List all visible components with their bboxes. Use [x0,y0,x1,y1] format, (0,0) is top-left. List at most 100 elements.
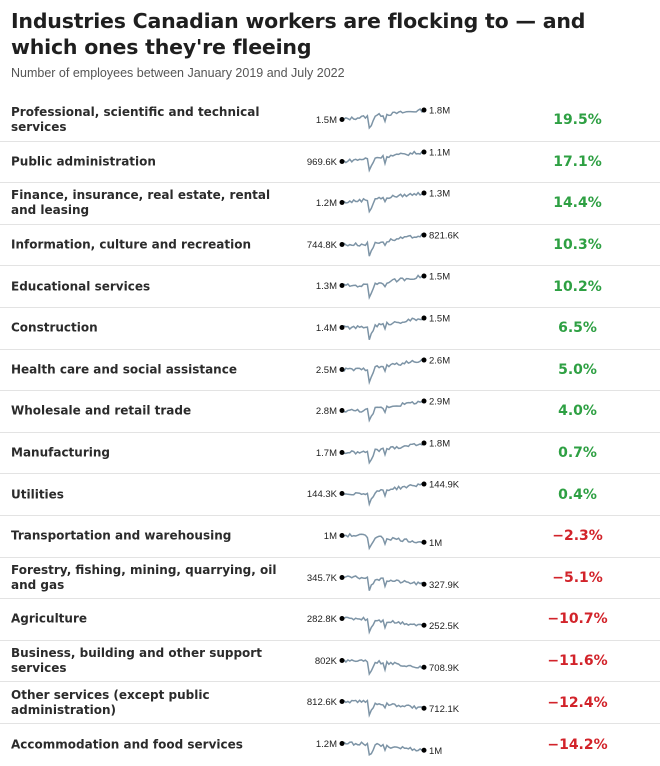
sparkline: 812.6K 712.1K [307,697,460,719]
percent-change: −12.4% [547,694,608,711]
series-line [341,483,425,508]
start-point [339,366,345,372]
start-value-label: 1.4M [316,323,337,334]
sparkline: 969.6K 1.1M [307,147,450,173]
percent-change: −2.3% [552,528,603,545]
start-point [339,657,345,663]
industry-row: Professional, scientific and technical s… [0,100,660,142]
start-value-label: 744.8K [307,240,338,251]
end-value-label: 2.9M [429,397,450,408]
industry-row: Agriculture 282.8K 252.5K −10.7% [0,599,660,641]
industry-label: Utilities [11,487,64,502]
end-point [421,315,427,321]
sparkline: 282.8K 252.5K [307,614,460,635]
sparkline: 744.8K 821.6K [307,230,460,257]
start-value-label: 144.3K [307,489,338,500]
start-value-label: 2.8M [316,406,337,417]
start-point [339,158,345,164]
end-value-label: 1.5M [429,272,450,283]
industry-row: Accommodation and food services 1.2M 1M −14… [0,724,660,766]
series-line [341,532,425,551]
start-point [339,241,345,247]
sparkline: 1.7M 1.8M [316,438,450,465]
start-point [339,616,345,622]
end-value-label: 144.9K [429,480,460,491]
percent-change: 4.0% [558,403,597,420]
industry-label: Wholesale and retail trade [11,403,192,418]
start-point [339,200,345,206]
industry-label: Public administration [11,154,156,169]
sparkline: 1.4M 1.5M [316,314,450,340]
end-value-label: 1M [429,746,442,757]
industry-label: Other services (except public administra… [11,687,210,717]
percent-change: −10.7% [547,611,608,628]
series-line [341,616,425,635]
start-point [339,532,345,538]
end-point [421,357,427,363]
end-point [421,107,427,113]
industry-label: Agriculture [11,611,88,626]
end-point [421,440,427,446]
series-line [341,317,425,340]
industry-label: Accommodation and food services [11,737,243,752]
end-point [421,539,427,545]
end-value-label: 1.3M [429,189,450,200]
start-value-label: 345.7K [307,573,338,584]
series-line [341,358,425,385]
industry-row: Construction 1.4M 1.5M 6.5% [0,308,660,350]
series-line [341,274,425,301]
end-point [421,622,427,628]
start-value-label: 1M [324,531,337,542]
industry-row: Manufacturing 1.7M 1.8M 0.7% [0,433,660,475]
end-point [421,190,427,196]
percent-change: 0.7% [558,445,597,462]
sparkline: 144.3K 144.9K [307,480,460,508]
sparkline: 802K 708.9K [315,656,460,676]
percent-change: −11.6% [547,653,608,670]
industry-label: Transportation and warehousing [11,528,232,543]
sparkline: 2.8M 2.9M [316,397,450,423]
percent-change: 19.5% [553,112,602,129]
industry-row: Finance, insurance, real estate, rental … [0,183,660,225]
industry-row: Transportation and warehousing 1M 1M −2.3% [0,516,660,558]
start-value-label: 969.6K [307,157,338,168]
industry-label: Educational services [11,279,151,294]
start-value-label: 1.2M [316,739,337,750]
start-point [339,283,345,289]
end-point [421,747,427,753]
start-point [339,491,345,497]
end-value-label: 1M [429,538,442,549]
start-value-label: 1.5M [316,115,337,126]
start-value-label: 2.5M [316,365,337,376]
industry-rows: Professional, scientific and technical s… [0,100,660,766]
end-value-label: 821.6K [429,230,460,241]
industry-label: Forestry, fishing, mining, quarrying, oi… [11,562,277,592]
end-value-label: 1.8M [429,106,450,117]
end-point [421,232,427,238]
start-point [339,574,345,580]
series-line [341,191,425,214]
chart-title: Industries Canadian workers are flocking… [11,9,586,59]
start-point [339,740,345,746]
industry-row: Business, building and other support ser… [0,641,660,683]
start-value-label: 1.2M [316,198,337,209]
sparkline: 1M 1M [324,531,442,551]
start-point [339,699,345,705]
sparkline: 1.2M 1M [316,739,442,757]
industry-label: Professional, scientific and technical s… [11,105,260,135]
start-value-label: 1.3M [316,281,337,292]
percent-change: 17.1% [553,153,602,170]
industry-label: Finance, insurance, real estate, rental … [11,188,271,218]
industry-row: Forestry, fishing, mining, quarrying, oi… [0,558,660,600]
series-line [341,400,425,423]
industry-row: Health care and social assistance 2.5M 2.6… [0,350,660,392]
end-value-label: 708.9K [429,662,460,673]
end-point [421,149,427,155]
percent-change: 10.3% [553,237,602,254]
series-line [341,150,425,173]
series-line [341,699,425,719]
start-point [339,449,345,455]
sparkline: 1.5M 1.8M [316,106,450,130]
percent-change: 0.4% [558,486,597,503]
end-point [421,481,427,487]
